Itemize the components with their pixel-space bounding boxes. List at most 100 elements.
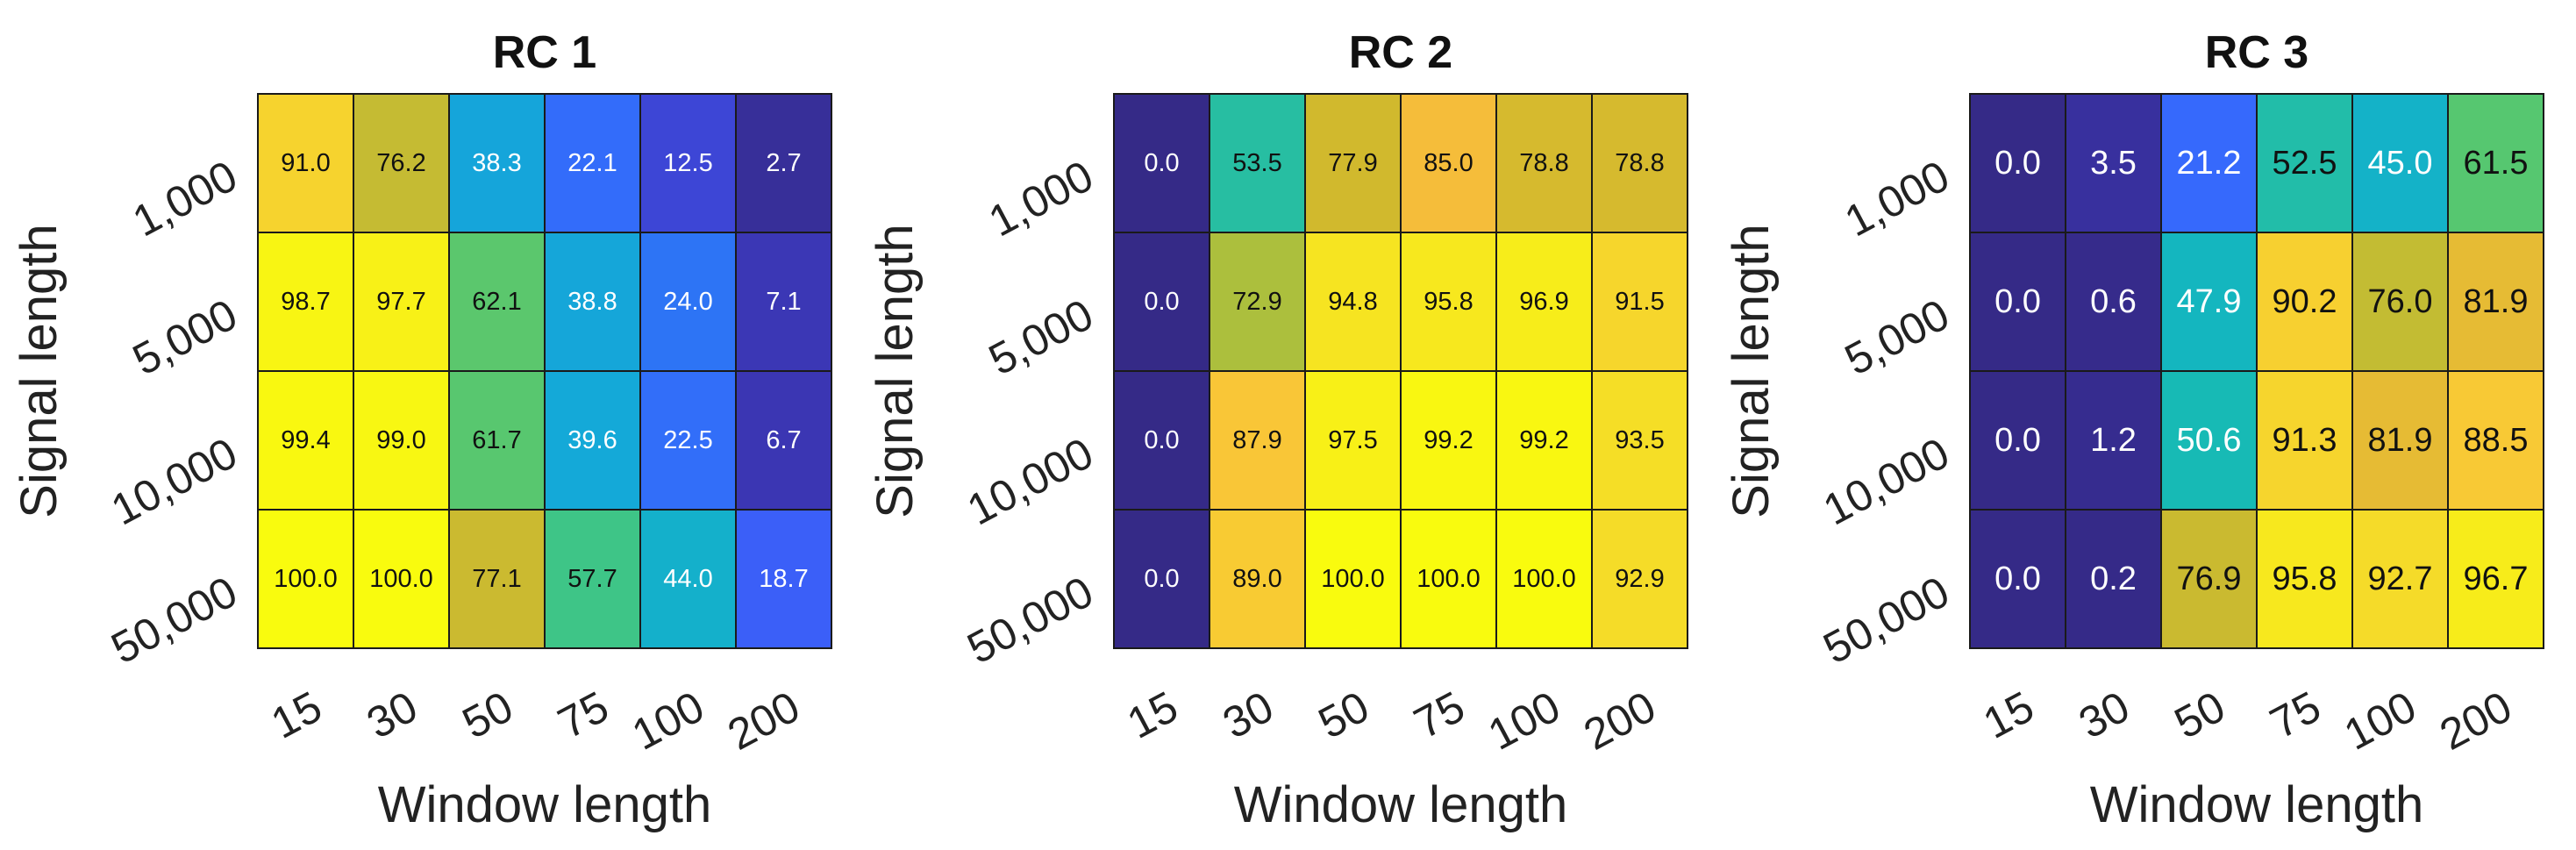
heatmap-cell [1969, 232, 2066, 372]
cell-value-label: 76.9 [2177, 561, 2242, 597]
cell-value-label: 12.5 [663, 149, 712, 177]
y-tick-label: 10,000 [1816, 428, 1957, 534]
cell-value-label: 53.5 [1232, 149, 1281, 177]
cell-value-label: 76.0 [2368, 283, 2433, 320]
cell-value-label: 22.5 [663, 426, 712, 454]
x-tick-label: 50 [454, 682, 520, 748]
heatmap-cell [1495, 370, 1593, 511]
heatmap-cell [2160, 370, 2258, 511]
x-axis-label: Window length [2090, 776, 2423, 833]
heatmap-cell [353, 509, 450, 649]
cell-value-label: 98.7 [281, 288, 330, 316]
x-tick-label: 30 [2071, 682, 2137, 748]
heatmap-cell [1400, 509, 1497, 649]
cell-value-label: 95.8 [2273, 561, 2337, 597]
cell-value-label: 97.7 [376, 288, 425, 316]
heatmap-cell [735, 232, 832, 372]
x-tick-label: 75 [2262, 682, 2328, 748]
cell-value-label: 90.2 [2273, 283, 2337, 320]
heatmap-cell [735, 93, 832, 233]
heatmap-cell [1969, 509, 2066, 649]
x-tick-label: 15 [1119, 682, 1185, 748]
heatmap-cell [1400, 370, 1497, 511]
cell-value-label: 96.7 [2464, 561, 2529, 597]
heatmap-cell [1304, 93, 1402, 233]
cell-value-label: 38.8 [567, 288, 617, 316]
heatmap-cell [2351, 509, 2449, 649]
x-tick-label: 15 [1975, 682, 2041, 748]
cell-value-label: 81.9 [2368, 422, 2433, 459]
heatmap-panel-rc2: RC 2 0.0 53.5 77.9 85.0 78.8 78.8 0.0 72.9 94.8 95… [867, 27, 1688, 833]
cell-value-label: 91.3 [2273, 422, 2337, 459]
cell-value-label: 47.9 [2177, 283, 2242, 320]
heatmap-cell [2447, 509, 2544, 649]
x-tick-label: 75 [550, 682, 616, 748]
cell-value-label: 100.0 [1512, 565, 1576, 593]
x-tick-label: 200 [720, 682, 808, 760]
x-tick-label: 30 [359, 682, 425, 748]
cell-value-label: 99.2 [1424, 426, 1473, 454]
chart-title: RC 1 [493, 27, 596, 78]
heatmap-cell [2160, 232, 2258, 372]
y-tick-label: 50,000 [103, 567, 245, 673]
cell-value-label: 78.8 [1615, 149, 1664, 177]
heatmap-cell [1304, 509, 1402, 649]
heatmap-cell [1209, 232, 1306, 372]
cell-value-label: 21.2 [2177, 145, 2242, 182]
y-tick-label: 10,000 [103, 428, 245, 534]
cell-value-label: 0.2 [2090, 561, 2137, 597]
heatmap-cell [257, 93, 354, 233]
cell-value-label: 91.5 [1615, 288, 1664, 316]
cell-value-label: 3.5 [2090, 145, 2137, 182]
cell-value-label: 88.5 [2464, 422, 2529, 459]
x-tick-label: 100 [1481, 682, 1568, 760]
heatmap-panel-rc3: RC 3 0.0 3.5 21.2 52.5 45.0 61.5 0.0 0.6 47.9 90.2… [1723, 27, 2544, 833]
heatmap-cell [544, 93, 641, 233]
cell-value-label: 0.6 [2090, 283, 2137, 320]
cell-value-label: 61.5 [2464, 145, 2529, 182]
x-tick-label: 200 [2432, 682, 2520, 760]
heatmap-cell [2160, 509, 2258, 649]
cell-value-label: 62.1 [472, 288, 521, 316]
y-tick-label: 1,000 [125, 151, 245, 246]
heatmap-cell [1209, 509, 1306, 649]
cell-value-label: 78.8 [1519, 149, 1568, 177]
y-axis-label: Signal length [11, 224, 68, 518]
heatmap-cell [1304, 370, 1402, 511]
cell-value-label: 61.7 [472, 426, 521, 454]
y-axis-label: Signal length [1723, 224, 1780, 518]
cell-value-label: 18.7 [759, 565, 808, 593]
cell-value-label: 52.5 [2273, 145, 2337, 182]
cell-value-label: 81.9 [2464, 283, 2529, 320]
heatmap-cell [2256, 509, 2353, 649]
heatmap-cell [2351, 93, 2449, 233]
heatmap-cell [1113, 232, 1210, 372]
heatmap-cell [2351, 232, 2449, 372]
cell-value-label: 45.0 [2368, 145, 2433, 182]
cell-value-label: 93.5 [1615, 426, 1664, 454]
heatmap-frame [257, 93, 832, 649]
cell-value-label: 97.5 [1328, 426, 1377, 454]
x-tick-label: 75 [1406, 682, 1472, 748]
heatmap-cell [2447, 370, 2544, 511]
x-tick-label: 100 [624, 682, 712, 760]
cell-value-label: 0.0 [1144, 565, 1179, 593]
cell-value-label: 24.0 [663, 288, 712, 316]
cell-value-label: 100.0 [274, 565, 338, 593]
cell-value-label: 39.6 [567, 426, 617, 454]
y-tick-label: 5,000 [125, 289, 245, 384]
y-tick-label: 1,000 [981, 151, 1101, 246]
cell-value-label: 95.8 [1424, 288, 1473, 316]
x-tick-label: 100 [2337, 682, 2424, 760]
heatmap-cell [448, 509, 546, 649]
chart-title: RC 3 [2205, 27, 2308, 78]
cell-value-label: 2.7 [766, 149, 801, 177]
heatmap-cell [1591, 370, 1688, 511]
y-tick-label: 5,000 [1837, 289, 1957, 384]
heatmap-cell [639, 509, 737, 649]
cell-value-label: 77.1 [472, 565, 521, 593]
cell-value-label: 87.9 [1232, 426, 1281, 454]
heatmap-cell [1969, 370, 2066, 511]
chart-title: RC 2 [1349, 27, 1452, 78]
